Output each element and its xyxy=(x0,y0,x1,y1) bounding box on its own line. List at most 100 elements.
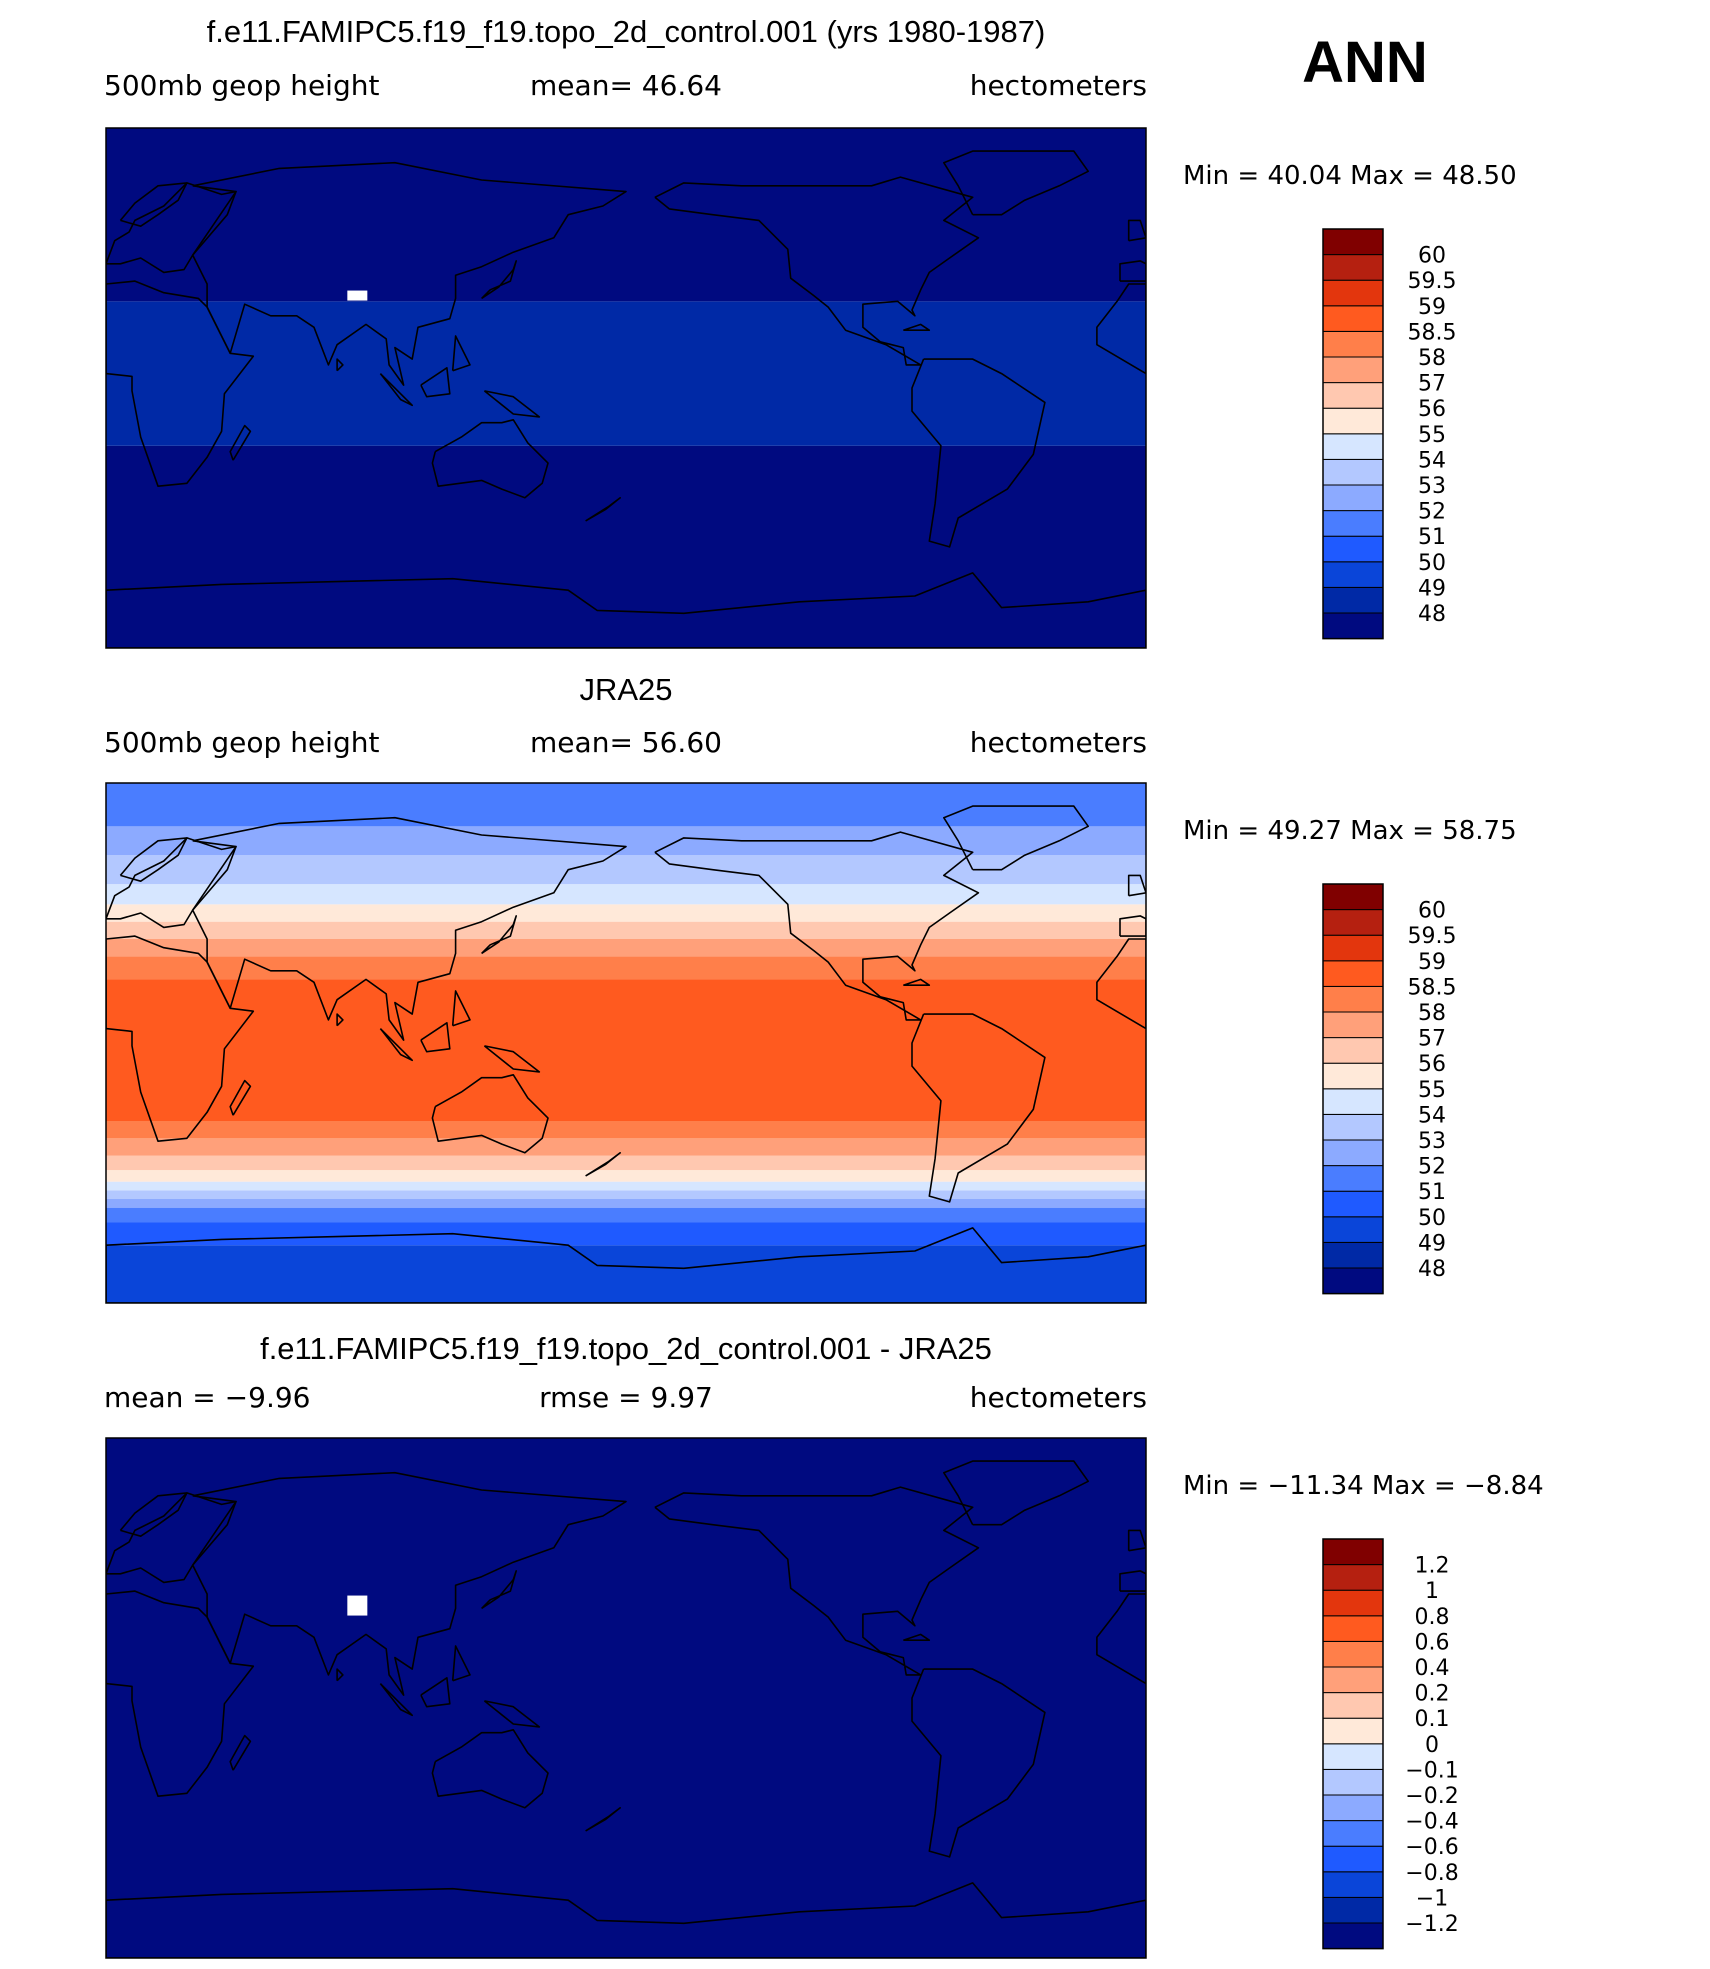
coastline xyxy=(911,358,1046,548)
coastline xyxy=(431,418,549,499)
coastline xyxy=(1127,219,1146,242)
colorbar-tick-label: 0.8 xyxy=(1415,1605,1450,1630)
colorbar-tick-label: −1 xyxy=(1416,1886,1448,1911)
colorbar-box xyxy=(1322,1794,1384,1822)
panel-center-label: mean= 56.60 xyxy=(530,726,722,759)
contour-band xyxy=(106,1138,1146,1156)
colorbar-box xyxy=(1322,586,1384,614)
coastline xyxy=(481,1570,518,1610)
colorbar-tick-label: −0.8 xyxy=(1405,1861,1458,1886)
panel-title: f.e11.FAMIPC5.f19_f19.topo_2d_control.00… xyxy=(260,1331,992,1366)
coastline xyxy=(483,1045,541,1073)
coastline xyxy=(585,1807,622,1832)
colorbar-box xyxy=(1322,909,1384,936)
colorbar-box xyxy=(1322,1896,1384,1924)
coastline xyxy=(106,935,255,1142)
coastline xyxy=(483,1700,541,1728)
colorbar-tick-label: 51 xyxy=(1418,525,1446,550)
colorbar-tick-label: −1.2 xyxy=(1405,1912,1458,1937)
colorbar-box xyxy=(1322,1666,1384,1694)
contour-band xyxy=(106,921,1146,939)
contour-band xyxy=(106,1181,1146,1191)
colorbar-frame xyxy=(1322,1538,1384,1950)
colorbar-tick-label: 57 xyxy=(1418,372,1446,397)
panel-center-label: mean= 46.64 xyxy=(530,69,722,102)
colorbar-box xyxy=(1322,1589,1384,1617)
contour-band xyxy=(106,979,1146,1121)
coastline xyxy=(379,1683,414,1717)
colorbar-tick-label: −0.4 xyxy=(1405,1810,1458,1835)
colorbar-tick-label: 50 xyxy=(1418,551,1446,576)
coastline xyxy=(119,1492,188,1537)
colorbar-tick-label: 58.5 xyxy=(1408,320,1457,345)
coastline xyxy=(903,323,931,332)
coastline xyxy=(1096,283,1146,375)
colorbar-tick-label: 51 xyxy=(1418,1180,1446,1205)
colorbar-box xyxy=(1322,1538,1384,1566)
contour-band xyxy=(106,445,1146,648)
coastline xyxy=(336,358,344,372)
colorbar-tick-label: 59.5 xyxy=(1408,269,1457,294)
colorbar-box xyxy=(1322,382,1384,409)
colorbar-tick-label: 55 xyxy=(1418,1078,1446,1103)
colorbar-tick-label: 58 xyxy=(1418,1001,1446,1026)
colorbar-box xyxy=(1322,1037,1384,1064)
contour-band xyxy=(106,956,1146,980)
coastline xyxy=(654,1486,980,1676)
colorbar-box xyxy=(1322,1113,1384,1141)
contour-band xyxy=(106,1170,1146,1182)
coastline xyxy=(585,1152,622,1177)
colorbar-tick-label: 0.2 xyxy=(1415,1682,1450,1707)
colorbar-box xyxy=(1322,1267,1384,1295)
coastline xyxy=(229,424,252,461)
coastline xyxy=(229,1079,252,1116)
colorbar-box xyxy=(1322,612,1384,640)
colorbar-box xyxy=(1322,1165,1384,1192)
coastline xyxy=(336,1013,344,1027)
colorbar-box xyxy=(1322,484,1384,512)
map-area xyxy=(106,783,1146,1303)
colorbar-tick-label: 56 xyxy=(1418,397,1446,422)
colorbar-box xyxy=(1322,883,1384,911)
colorbar-box xyxy=(1322,985,1384,1013)
coastline xyxy=(654,831,980,1021)
colorbar-box xyxy=(1322,407,1384,435)
colorbar-box xyxy=(1322,1717,1384,1745)
colorbar-box xyxy=(1322,960,1384,987)
coastline xyxy=(942,1460,1089,1526)
panel-left-label: 500mb geop height xyxy=(104,726,379,759)
coastline xyxy=(911,1013,1046,1203)
coastline xyxy=(119,182,188,227)
panel-right-label: hectometers xyxy=(970,69,1147,102)
colorbar-tick-label: 0.1 xyxy=(1415,1707,1450,1732)
contour-band xyxy=(106,884,1146,905)
coastline xyxy=(106,1590,255,1797)
coastline xyxy=(1119,1570,1146,1592)
colorbar-tick-label: 1 xyxy=(1425,1579,1439,1604)
contour-band xyxy=(106,1438,1146,1958)
map-area xyxy=(106,1438,1146,1958)
colorbar-tick-label: 58 xyxy=(1418,346,1446,371)
colorbar-tick-label: 49 xyxy=(1418,576,1446,601)
panel-center-label: rmse = 9.97 xyxy=(539,1381,713,1414)
coastline xyxy=(1096,1593,1146,1685)
colorbar-box xyxy=(1322,356,1384,384)
colorbar-tick-label: 52 xyxy=(1418,1155,1446,1180)
min-max-label: Min = 49.27 Max = 58.75 xyxy=(1183,816,1517,846)
colorbar-tick-label: 59 xyxy=(1418,295,1446,320)
panel-title: JRA25 xyxy=(579,672,672,707)
coastline xyxy=(106,837,237,929)
colorbar-box xyxy=(1322,1640,1384,1668)
colorbar-box xyxy=(1322,1241,1384,1269)
colorbar-frame xyxy=(1322,883,1384,1295)
coastline xyxy=(911,1668,1046,1858)
colorbar-box xyxy=(1322,330,1384,358)
colorbar-tick-label: 0.4 xyxy=(1415,1656,1450,1681)
coastline xyxy=(106,1882,1146,1958)
contour-band xyxy=(106,783,1146,827)
colorbar-box xyxy=(1322,1062,1384,1090)
coastline xyxy=(106,1492,237,1584)
